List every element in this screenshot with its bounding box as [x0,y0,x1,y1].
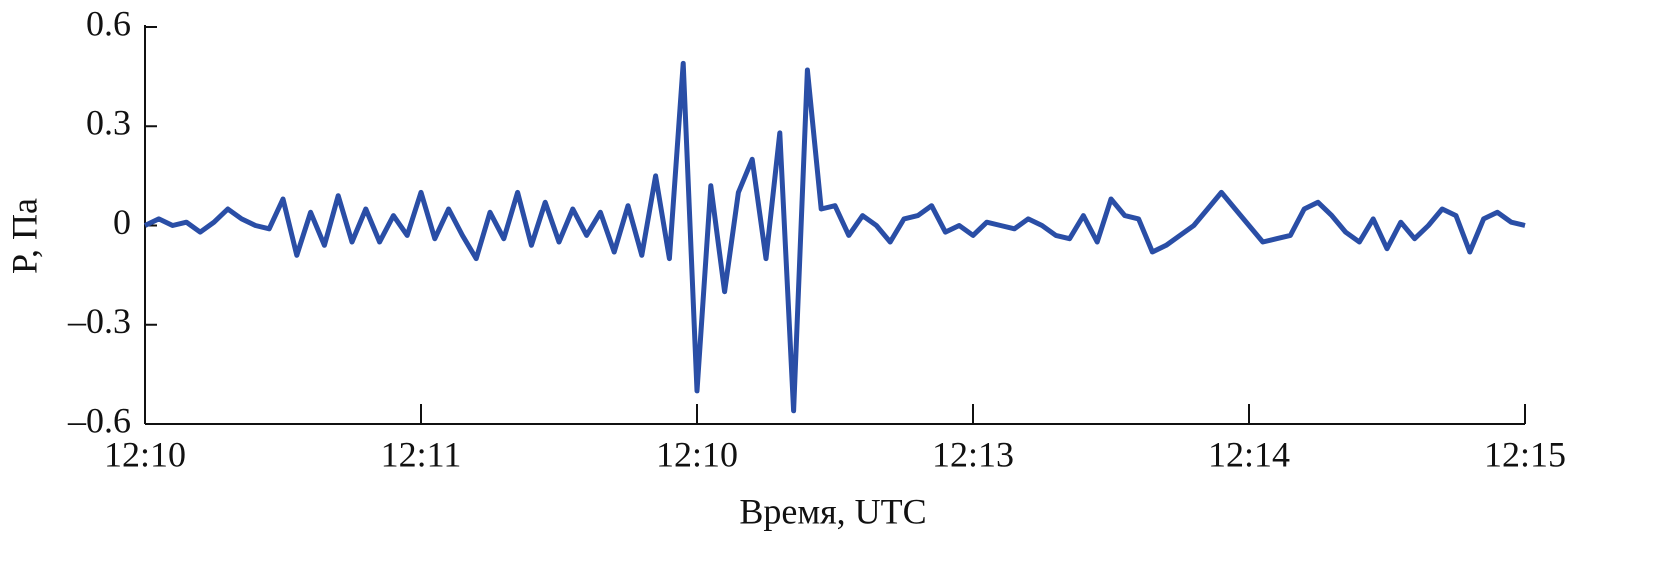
x-tick-label: 12:15 [1484,434,1566,474]
data-line [143,60,1526,414]
x-tick-label: 12:13 [932,434,1014,474]
x-tick-label: 12:14 [1208,434,1290,474]
y-axis-label: P, Па [4,198,44,274]
x-tick-label: 12:10 [656,434,738,474]
y-tick-label: 0.3 [86,103,131,143]
x-tick-label: 12:11 [381,434,462,474]
y-tick-label: 0.6 [86,3,131,43]
y-tick-label: 0 [113,202,131,242]
x-axis-label: Время, UTC [739,491,926,531]
x-tick-label: 12:10 [104,434,186,474]
y-tick-label: –0.3 [67,301,131,341]
y-tick-label: –0.6 [67,400,131,440]
